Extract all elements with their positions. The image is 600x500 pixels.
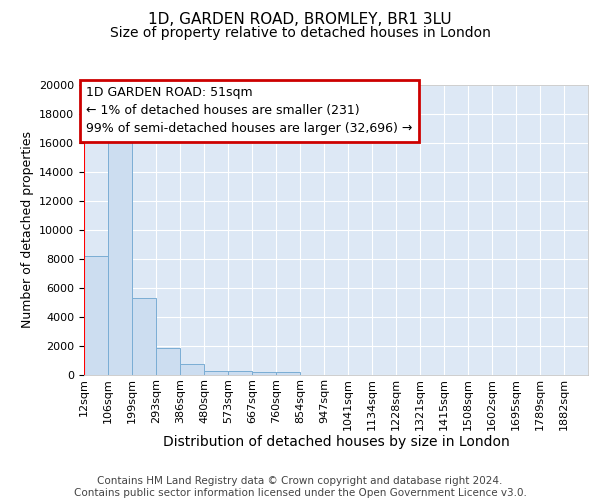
Bar	[180, 364, 204, 375]
Bar	[84, 256, 108, 375]
Text: Contains public sector information licensed under the Open Government Licence v3: Contains public sector information licen…	[74, 488, 526, 498]
Bar	[156, 348, 180, 375]
Bar	[276, 372, 300, 375]
Text: 1D, GARDEN ROAD, BROMLEY, BR1 3LU: 1D, GARDEN ROAD, BROMLEY, BR1 3LU	[148, 12, 452, 28]
Text: Size of property relative to detached houses in London: Size of property relative to detached ho…	[110, 26, 490, 40]
Bar	[108, 136, 132, 375]
Bar	[132, 298, 156, 375]
Text: Contains HM Land Registry data © Crown copyright and database right 2024.: Contains HM Land Registry data © Crown c…	[97, 476, 503, 486]
Bar	[252, 372, 276, 375]
Bar	[204, 370, 228, 375]
Bar	[228, 372, 252, 375]
Y-axis label: Number of detached properties: Number of detached properties	[20, 132, 34, 328]
Text: 1D GARDEN ROAD: 51sqm
← 1% of detached houses are smaller (231)
99% of semi-deta: 1D GARDEN ROAD: 51sqm ← 1% of detached h…	[86, 86, 412, 136]
X-axis label: Distribution of detached houses by size in London: Distribution of detached houses by size …	[163, 436, 509, 450]
